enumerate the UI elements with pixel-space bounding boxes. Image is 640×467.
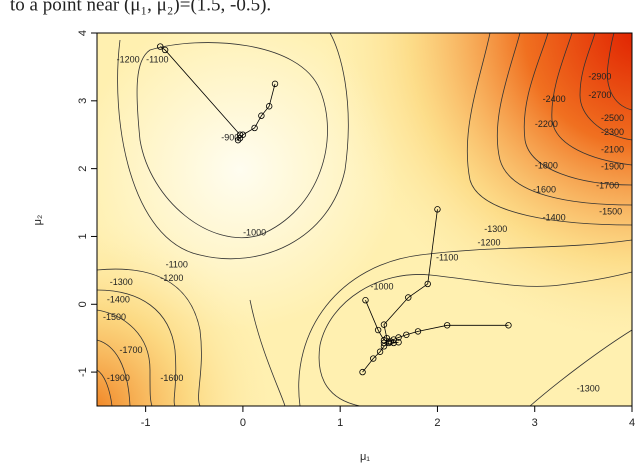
trajectory-point bbox=[265, 103, 273, 110]
contour-label: -900 bbox=[221, 132, 239, 142]
x-tick-label: 0 bbox=[240, 417, 246, 429]
trajectory-point bbox=[359, 368, 366, 376]
y-tick-label: 4 bbox=[77, 30, 89, 36]
trajectory-point bbox=[424, 280, 431, 288]
trajectory bbox=[159, 46, 241, 135]
contour-label: -1300 bbox=[577, 383, 600, 393]
plot-frame bbox=[96, 32, 633, 407]
contour-label: -1200 bbox=[117, 55, 140, 65]
y-tick-label: 3 bbox=[77, 98, 89, 104]
y-tick-label: 0 bbox=[77, 301, 89, 307]
contour-label: -1100 bbox=[166, 259, 188, 269]
contour-label: -2500 bbox=[601, 113, 624, 123]
y-tick-label: 1 bbox=[77, 233, 89, 239]
trajectory-point bbox=[380, 337, 388, 344]
trajectory-point bbox=[380, 343, 388, 350]
trajectory-point bbox=[374, 326, 382, 334]
trajectory-point bbox=[161, 46, 169, 54]
contour-label: -1600 bbox=[160, 373, 183, 383]
trajectory-point bbox=[258, 112, 265, 119]
x-axis-label: μ₁ bbox=[360, 451, 370, 463]
trajectory bbox=[365, 300, 385, 341]
trajectory-point bbox=[157, 43, 164, 50]
trajectory-point bbox=[414, 328, 422, 335]
trajectory bbox=[362, 342, 390, 373]
contour-label: -2200 bbox=[535, 119, 558, 129]
contour-label: -1700 bbox=[120, 345, 143, 355]
trajectory-point bbox=[234, 136, 242, 144]
trajectory-point bbox=[443, 322, 451, 329]
y-tick-label: 2 bbox=[77, 166, 89, 172]
contour-label: -1300 bbox=[484, 224, 507, 234]
contour-label: -1600 bbox=[533, 185, 556, 195]
trajectory-point bbox=[271, 80, 279, 88]
contour-label: -1700 bbox=[596, 181, 619, 191]
trajectory-point bbox=[376, 348, 384, 355]
trajectory-point bbox=[370, 355, 377, 362]
trajectory bbox=[383, 324, 509, 344]
x-tick-label: 1 bbox=[337, 417, 343, 429]
x-tick-label: 2 bbox=[434, 417, 440, 429]
y-tick-label: -1 bbox=[77, 367, 89, 377]
heatmap bbox=[97, 33, 632, 406]
contour-label: -1300 bbox=[110, 277, 133, 287]
x-tick-label: 4 bbox=[629, 417, 635, 429]
contour-label: -1000 bbox=[370, 282, 393, 292]
y-axis-label: μ₂ bbox=[32, 215, 44, 226]
trajectory-point bbox=[385, 339, 393, 347]
trajectory-point bbox=[505, 322, 512, 329]
contour-label: -1900 bbox=[601, 162, 624, 172]
contour-label: -1100 bbox=[436, 253, 458, 263]
trajectory-point bbox=[380, 321, 388, 328]
trajectory-point bbox=[362, 297, 369, 304]
contour-label: -1500 bbox=[599, 206, 622, 216]
trajectory-point bbox=[390, 339, 397, 347]
trajectory-point bbox=[434, 206, 441, 213]
trajectory-point bbox=[236, 134, 244, 142]
contour-label: -1400 bbox=[107, 295, 130, 305]
contour-label: -2700 bbox=[588, 90, 611, 100]
caption: to a point near (μ₁, μ₂)=(1.5, -0.5). bbox=[10, 0, 271, 15]
contour-label: -2300 bbox=[601, 127, 624, 137]
contour-label: -1000 bbox=[243, 227, 266, 237]
contour-label: -1100 bbox=[146, 55, 168, 65]
trajectory-point bbox=[251, 124, 258, 132]
contour-label: -1900 bbox=[107, 373, 130, 383]
contour-label: -2100 bbox=[601, 145, 624, 155]
x-tick-label: 3 bbox=[532, 417, 538, 429]
contour-label: -1500 bbox=[103, 312, 126, 322]
trajectory-point bbox=[405, 294, 412, 301]
contour-label: -1400 bbox=[543, 213, 566, 223]
trajectory-point bbox=[403, 331, 410, 338]
contour-label: -2400 bbox=[543, 94, 566, 104]
contour-label: -2900 bbox=[588, 71, 611, 81]
contour-label: -1200 bbox=[160, 273, 183, 283]
contour-label: -1200 bbox=[477, 238, 500, 248]
contour-label: -1800 bbox=[535, 160, 558, 170]
x-tick-label: -1 bbox=[141, 417, 151, 429]
trajectory-point bbox=[395, 339, 402, 346]
